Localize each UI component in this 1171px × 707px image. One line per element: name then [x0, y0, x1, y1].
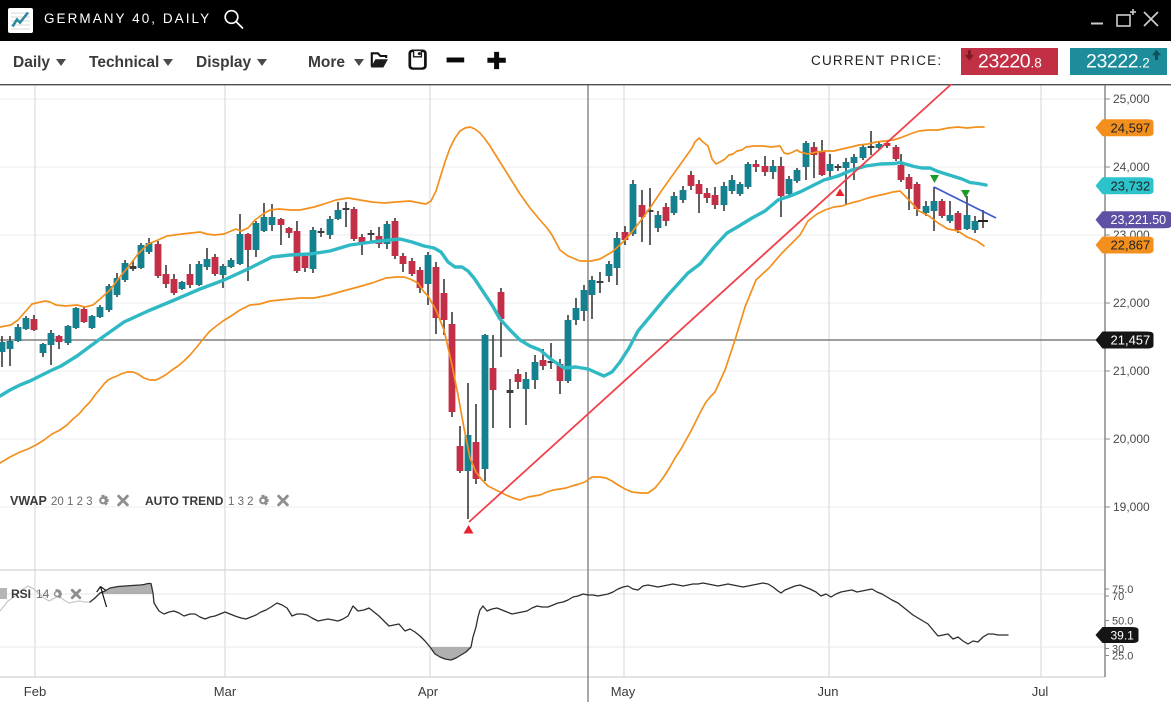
- svg-text:24,000: 24,000: [1113, 160, 1150, 174]
- svg-text:21,000: 21,000: [1113, 364, 1150, 378]
- svg-text:Jun: Jun: [818, 684, 839, 699]
- svg-text:24,597: 24,597: [1111, 120, 1151, 135]
- svg-text:25,000: 25,000: [1113, 92, 1150, 106]
- svg-text:30: 30: [1112, 644, 1124, 656]
- svg-text:Mar: Mar: [214, 684, 237, 699]
- svg-text:Jul: Jul: [1032, 684, 1049, 699]
- svg-text:19,000: 19,000: [1113, 500, 1150, 514]
- svg-text:22,867: 22,867: [1111, 238, 1151, 253]
- svg-text:50.0: 50.0: [1112, 616, 1133, 628]
- svg-text:20,000: 20,000: [1113, 432, 1150, 446]
- svg-text:25.0: 25.0: [1112, 651, 1133, 663]
- svg-text:22,000: 22,000: [1113, 296, 1150, 310]
- svg-text:May: May: [611, 684, 636, 699]
- svg-text:75.0: 75.0: [1112, 584, 1133, 596]
- svg-text:70: 70: [1112, 591, 1124, 603]
- svg-text:VWAP: VWAP: [10, 494, 47, 508]
- svg-text:23222: 23222: [1086, 51, 1138, 73]
- svg-text:Feb: Feb: [24, 684, 46, 699]
- svg-text:.2: .2: [1139, 56, 1150, 71]
- svg-text:23220: 23220: [978, 51, 1031, 73]
- svg-text:RSI: RSI: [11, 587, 31, 601]
- svg-text:Apr: Apr: [418, 684, 439, 699]
- svg-text:21,457: 21,457: [1111, 333, 1151, 348]
- svg-text:20 1 2 3: 20 1 2 3: [51, 496, 93, 508]
- svg-text:1 3 2: 1 3 2: [228, 496, 254, 508]
- svg-text:39.1: 39.1: [1111, 628, 1135, 642]
- svg-text:14: 14: [36, 587, 50, 601]
- svg-text:AUTO TREND: AUTO TREND: [145, 494, 224, 508]
- svg-text:23,221.50: 23,221.50: [1111, 213, 1167, 227]
- svg-text:.8: .8: [1031, 56, 1042, 71]
- svg-text:23,732: 23,732: [1111, 178, 1151, 193]
